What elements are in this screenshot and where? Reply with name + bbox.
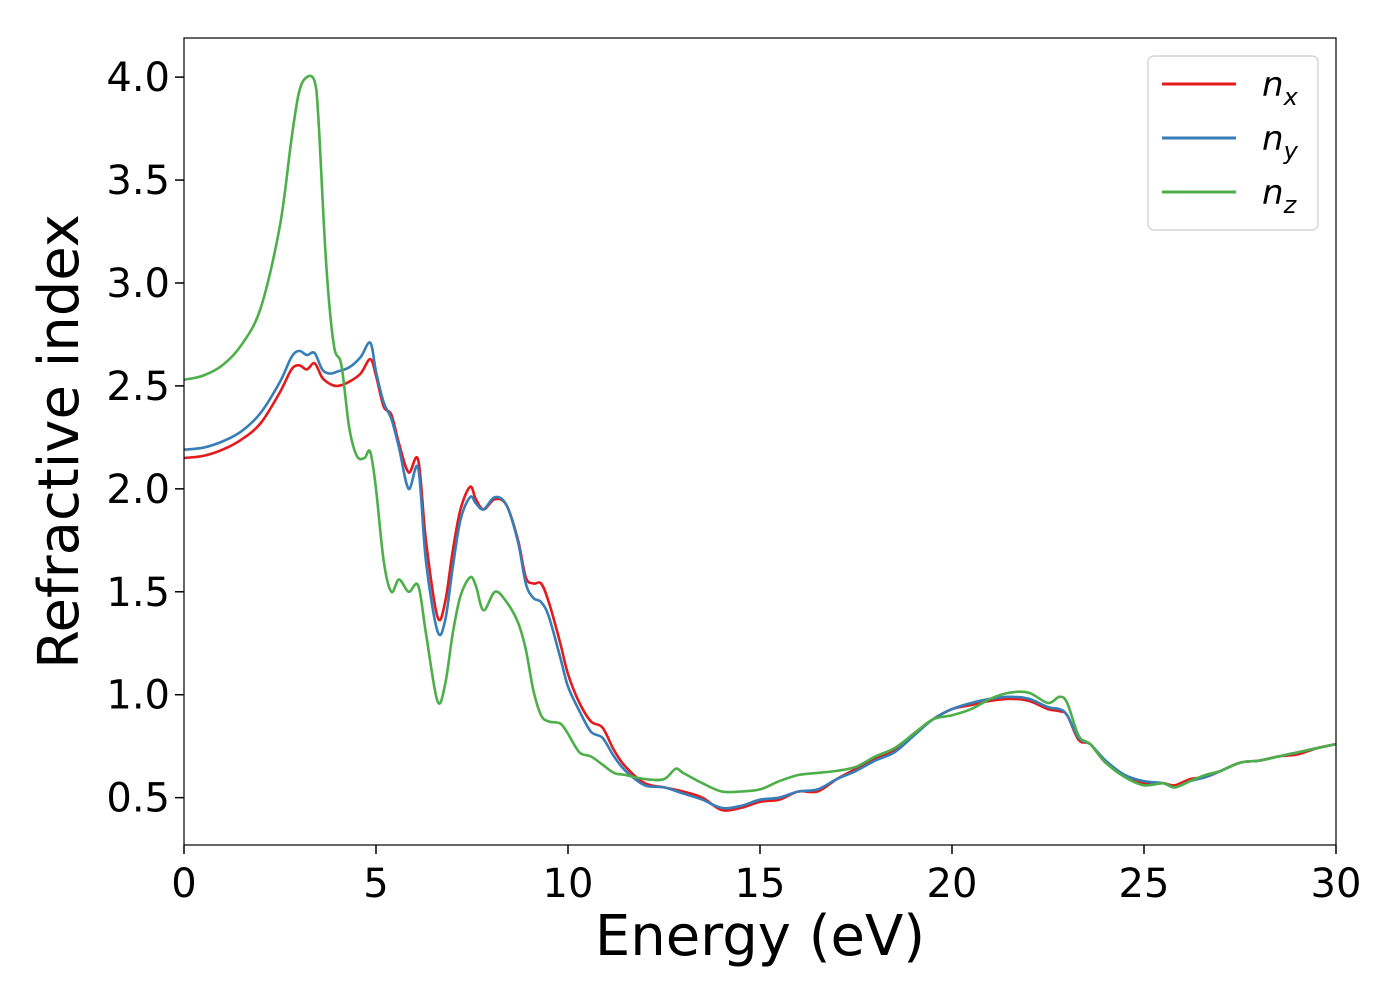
- x-tick-label: 0: [171, 861, 196, 907]
- x-axis-title: Energy (eV): [595, 904, 925, 969]
- y-tick-label: 4.0: [106, 55, 170, 101]
- x-tick-label: 30: [1311, 861, 1362, 907]
- y-tick-label: 1.0: [106, 673, 170, 719]
- y-axis-title: Refractive index: [27, 214, 92, 669]
- series-layer: [184, 74, 1336, 812]
- y-tick-label: 2.0: [106, 467, 170, 513]
- y-tick-label: 0.5: [106, 776, 170, 822]
- y-tick-label: 2.5: [106, 364, 170, 410]
- x-tick-label: 25: [1119, 861, 1170, 907]
- y-tick-label: 1.5: [106, 570, 170, 616]
- x-tick-label: 15: [735, 861, 786, 907]
- y-tick-label: 3.5: [106, 158, 170, 204]
- legend-box: [1147, 55, 1319, 231]
- series-line-n-z: [184, 74, 1336, 794]
- x-tick-label: 5: [363, 861, 388, 907]
- x-tick-label: 10: [543, 861, 594, 907]
- ticks-layer: 0 5 10 15 20 25 30 0.5 1.0 1.5 2.0 2.5 3.0 3.5 4.0: [106, 55, 1361, 907]
- x-tick-label: 20: [927, 861, 978, 907]
- plot-frame: [183, 37, 1337, 846]
- y-tick-label: 3.0: [106, 261, 170, 307]
